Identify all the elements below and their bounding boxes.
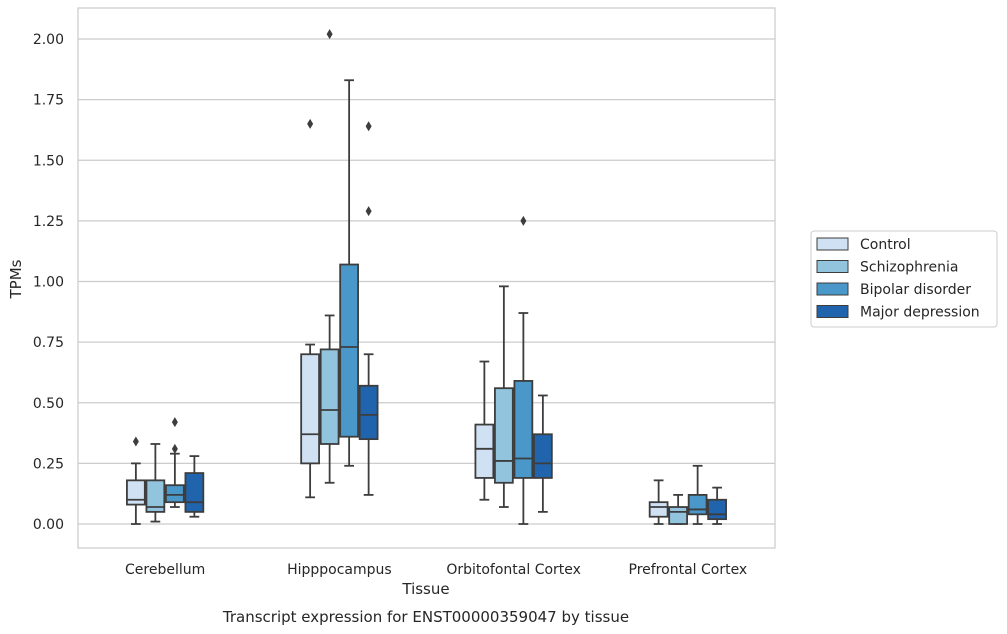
box-0-1 bbox=[300, 118, 320, 499]
outlier-point bbox=[520, 215, 527, 226]
outlier-point bbox=[365, 206, 372, 217]
box-body bbox=[319, 348, 340, 445]
x-tick-label: Prefrontal Cortex bbox=[629, 562, 748, 578]
box-2-2 bbox=[513, 215, 534, 525]
outlier-point bbox=[132, 436, 139, 447]
box-2-3 bbox=[687, 464, 708, 525]
box-body bbox=[648, 501, 669, 518]
box-2-1 bbox=[339, 79, 359, 467]
box-body bbox=[707, 498, 727, 521]
y-tick-label: 2.00 bbox=[33, 32, 64, 48]
box-body bbox=[358, 384, 379, 441]
box-2-0 bbox=[165, 417, 185, 508]
legend-frame bbox=[810, 230, 998, 328]
legend-entry: Major depression bbox=[860, 305, 980, 321]
box-body bbox=[184, 472, 205, 513]
box-body bbox=[300, 353, 320, 465]
legend-swatch bbox=[816, 260, 849, 273]
box-body bbox=[165, 484, 185, 504]
box-body bbox=[474, 423, 495, 479]
y-tick-label: 1.75 bbox=[33, 93, 64, 109]
box-1-0 bbox=[145, 443, 166, 523]
y-tick-label: 1.25 bbox=[33, 214, 64, 230]
y-tick-label: 0.25 bbox=[33, 456, 64, 472]
x-tick-label: Hipppocampus bbox=[287, 562, 392, 578]
legend-swatch bbox=[816, 282, 849, 296]
outlier-point bbox=[365, 121, 372, 132]
x-tick-label: Orbitofontal Cortex bbox=[446, 562, 581, 578]
x-axis-title: Tissue bbox=[401, 580, 449, 598]
box-body bbox=[339, 263, 359, 438]
box-body bbox=[668, 506, 688, 525]
box-body bbox=[687, 493, 708, 516]
box-body bbox=[145, 479, 166, 513]
y-tick-label: 0.50 bbox=[33, 396, 64, 412]
legend-entry: Control bbox=[860, 237, 911, 253]
box-body bbox=[513, 380, 534, 479]
legend: Control Schizophrenia Bipolar disorder Majo… bbox=[810, 230, 998, 328]
box-1-1 bbox=[319, 29, 340, 484]
box-3-1 bbox=[358, 121, 379, 496]
legend-swatch bbox=[816, 237, 849, 251]
box-1-2 bbox=[494, 285, 514, 508]
box-body bbox=[126, 479, 146, 506]
legend-entry: Bipolar disorder bbox=[860, 282, 971, 298]
y-axis-ticks: 0.00 0.25 0.50 0.75 1.00 1.25 1.50 1.75 2.00 bbox=[33, 32, 64, 533]
box-3-3 bbox=[707, 486, 727, 525]
y-tick-label: 1.00 bbox=[33, 275, 64, 291]
outlier-point bbox=[171, 417, 178, 428]
box-0-3 bbox=[648, 479, 669, 525]
box-3-0 bbox=[184, 455, 205, 518]
box-3-2 bbox=[533, 394, 553, 513]
y-tick-label: 1.50 bbox=[33, 153, 64, 169]
y-axis-title: TPMs bbox=[7, 259, 25, 299]
legend-entry: Schizophrenia bbox=[860, 260, 958, 276]
x-axis-ticks: Cerebellum Hipppocampus Orbitofontal Corte… bbox=[125, 562, 747, 578]
box-0-0 bbox=[126, 436, 146, 525]
x-tick-label: Cerebellum bbox=[125, 562, 205, 578]
outlier-point bbox=[307, 118, 314, 129]
gridlines bbox=[78, 38, 775, 525]
box-0-2 bbox=[474, 360, 495, 501]
outlier-point bbox=[326, 29, 333, 40]
plot-frame bbox=[77, 7, 776, 549]
box-body bbox=[494, 387, 514, 484]
legend-swatch bbox=[816, 305, 849, 318]
box-1-3 bbox=[668, 493, 688, 525]
outlier-point bbox=[171, 443, 178, 454]
chart-caption: Transcript expression for ENST0000035904… bbox=[222, 608, 629, 626]
box-plot-marks bbox=[126, 29, 727, 525]
y-tick-label: 0.00 bbox=[33, 517, 64, 533]
y-tick-label: 0.75 bbox=[33, 335, 64, 351]
box-body bbox=[533, 433, 553, 479]
